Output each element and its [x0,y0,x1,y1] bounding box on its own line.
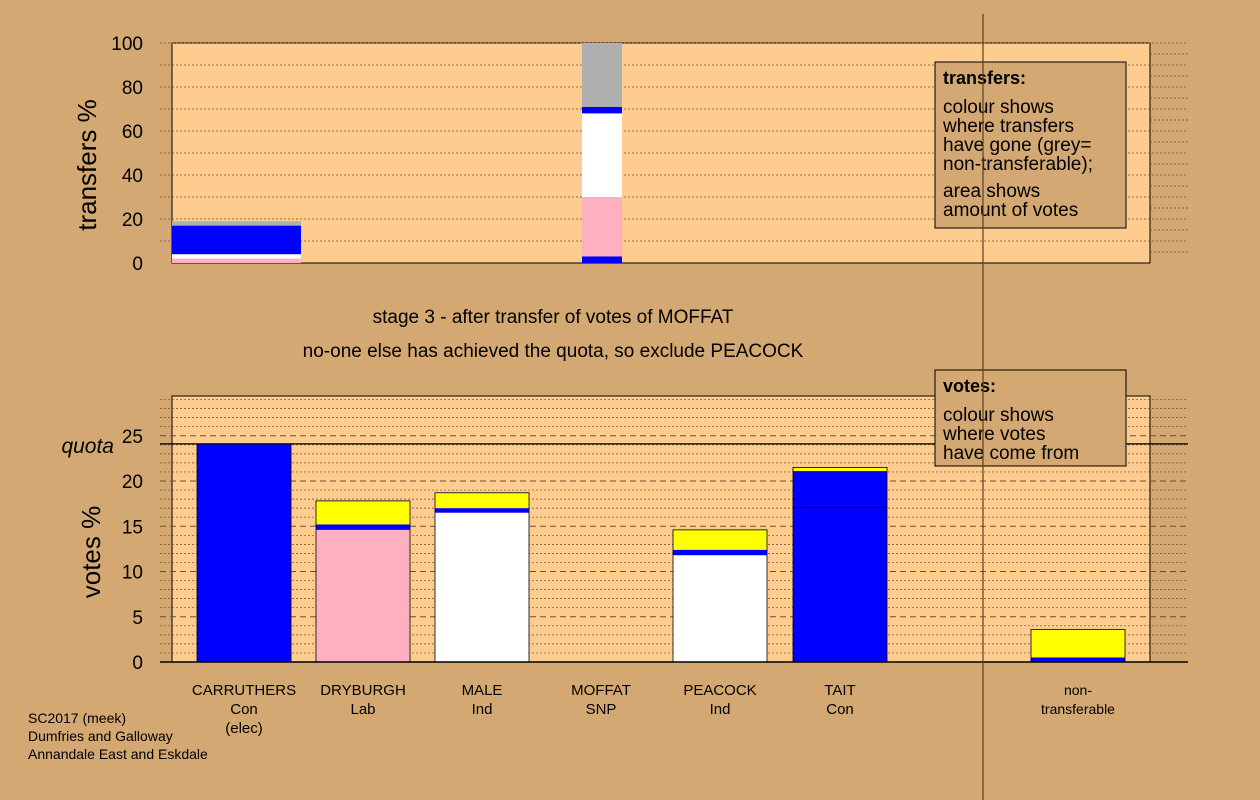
y-tick-label: 5 [132,608,143,629]
exclusion-message: no-one else has achieved the quota, so e… [303,341,804,362]
candidate-party: Con [826,701,854,718]
y-tick-label: 100 [111,34,143,55]
vote-bar-segment [793,467,887,472]
votes-legend-line: colour shows [943,405,1054,426]
vote-bar-segment [673,529,767,550]
y-tick-label: 20 [122,210,143,231]
vote-bar-segment [197,443,291,662]
transfers-legend-line: area shows [943,181,1040,202]
candidate-party: SNP [586,701,617,718]
transfers-legend-line: have gone (grey= [943,135,1091,156]
candidate-name: CARRUTHERS [192,682,296,699]
vote-bar-segment [435,492,529,509]
transfer-bar-segment [172,258,301,263]
stage-description: stage 3 - after transfer of votes of MOF… [373,307,734,328]
footer-council: Dumfries and Galloway [28,728,173,744]
vote-bar-segment [1031,657,1125,662]
y-tick-label: 60 [122,122,143,143]
vote-bar-segment [673,555,767,662]
candidate-party: Con [230,701,258,718]
candidate-status: (elec) [225,720,263,737]
vote-bar-segment [673,549,767,556]
footer-election: SC2017 (meek) [28,710,126,726]
transfers-legend-line: colour shows [943,97,1054,118]
transfer-bar-segment [582,256,622,263]
vote-bar-segment [793,507,887,662]
votes-legend-line: have come from [943,443,1079,464]
transfer-bar-segment [582,106,622,114]
y-tick-label: 20 [122,472,143,493]
votes-legend-title: votes: [943,376,996,396]
candidate-name: non- [1064,682,1092,698]
footer-ward: Annandale East and Eskdale [28,746,208,762]
y-tick-label: 15 [122,517,143,538]
transfer-bar-segment [172,225,301,255]
transfers-legend-line: amount of votes [943,200,1078,221]
votes-legend-line: where votes [942,424,1045,445]
transfers-y-axis-label: transfers % [72,99,102,231]
transfers-legend: transfers: colour shows where transfers … [934,61,1127,229]
vote-bar-segment [1031,629,1125,658]
vote-bar-segment [316,529,410,662]
transfer-bar-segment [582,113,622,197]
vote-bar-segment [316,500,410,525]
y-tick-label: 10 [122,563,143,584]
y-tick-label: 25 [122,427,143,448]
transfers-legend-line: where transfers [942,116,1074,137]
candidate-name: DRYBURGH [320,682,406,699]
transfer-bar-segment [582,197,622,257]
vote-bar-segment [435,512,529,662]
vote-bar-segment [435,508,529,513]
candidate-name: MOFFAT [571,682,631,699]
transfer-bar-segment [172,254,301,259]
y-tick-label: 40 [122,166,143,187]
votes-y-axis-label: votes % [76,506,106,599]
candidate-party: Lab [350,701,375,718]
candidate-name: TAIT [824,682,855,699]
y-tick-label: 80 [122,78,143,99]
candidate-party: transferable [1041,701,1115,717]
quota-label: quota [61,435,114,458]
transfers-legend-line: non-transferable); [943,154,1093,175]
vote-bar-segment [316,524,410,530]
y-tick-label: 0 [132,254,143,275]
transfers-legend-title: transfers: [943,68,1026,88]
candidate-name: PEACOCK [683,682,756,699]
candidate-party: Ind [710,701,731,718]
transfer-bar-segment [172,221,301,226]
transfer-bar-segment [582,43,622,107]
y-tick-label: 0 [132,653,143,674]
candidate-party: Ind [472,701,493,718]
candidate-name: MALE [462,682,503,699]
votes-legend: votes: colour shows where votes have com… [934,369,1127,467]
vote-bar-segment [793,471,887,508]
